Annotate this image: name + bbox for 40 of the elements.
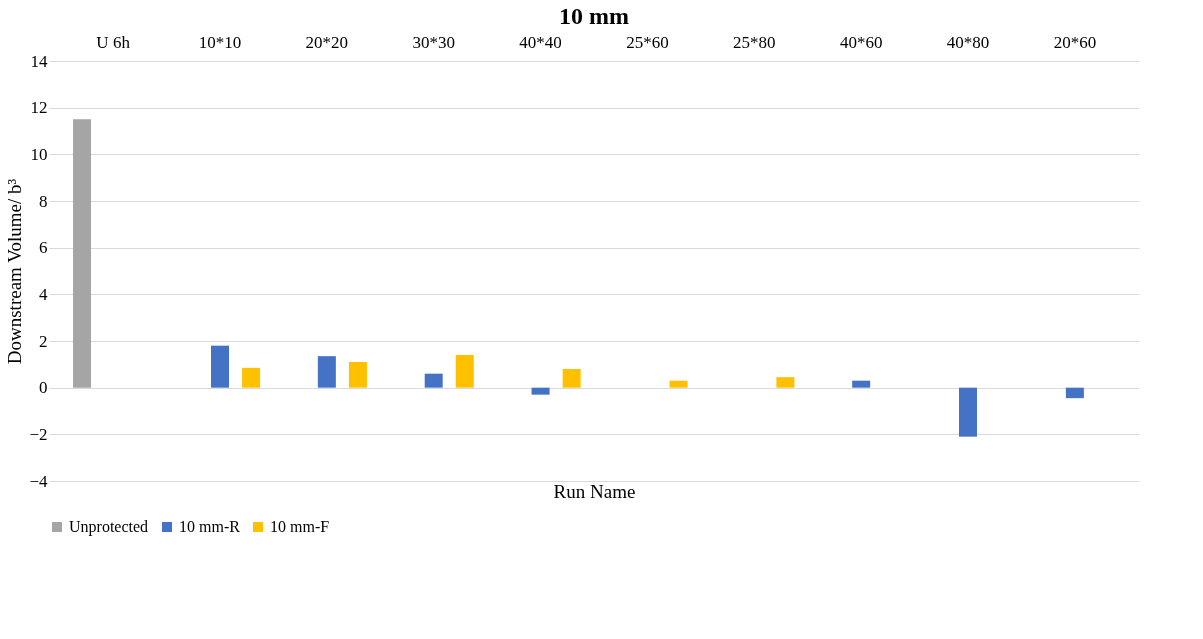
x-tick-label: 40*60 — [839, 32, 883, 52]
y-tick-label: 12 — [30, 98, 48, 118]
x-tick-label: 25*60 — [626, 32, 669, 52]
x-tick-label: 40*40 — [519, 32, 562, 52]
x-tick-label: 20*60 — [1053, 32, 1097, 52]
bar — [562, 369, 581, 388]
legend-label: Unprotected — [69, 518, 149, 536]
bar — [242, 367, 261, 388]
bar — [348, 362, 367, 388]
x-tick-label: 25*80 — [733, 32, 776, 52]
x-tick-label: 30*30 — [412, 32, 455, 52]
y-tick-label: −4 — [29, 471, 48, 491]
y-tick-label: 4 — [39, 284, 48, 304]
y-tick-label: 6 — [39, 238, 48, 258]
legend-label: 10 mm-F — [270, 518, 330, 535]
bar — [455, 355, 474, 388]
bar — [531, 387, 550, 395]
legend-label: 10 mm-R — [179, 518, 241, 535]
y-axis-title: Downstream Volume/ b³ — [4, 178, 26, 365]
x-axis-title: Run Name — [553, 480, 636, 502]
bar — [852, 380, 871, 388]
x-tick-label: 10*10 — [198, 32, 242, 52]
bar — [424, 373, 443, 388]
bar — [959, 387, 978, 437]
y-tick-label: 8 — [39, 191, 48, 211]
bar — [669, 380, 688, 388]
x-tick-label: 20*20 — [305, 32, 349, 52]
bar — [776, 377, 795, 388]
bar — [317, 356, 336, 388]
bar — [210, 345, 229, 388]
y-tick-label: 0 — [39, 378, 48, 398]
x-tick-label: U 6h — [96, 32, 131, 52]
y-tick-label: 2 — [39, 331, 48, 351]
y-tick-label: 14 — [30, 51, 48, 71]
bar — [1065, 387, 1084, 399]
chart-title: 10 mm — [559, 3, 629, 29]
x-tick-label: 40*80 — [946, 32, 990, 52]
bar — [73, 119, 92, 388]
y-tick-label: 10 — [30, 144, 48, 164]
y-tick-label: −2 — [29, 424, 48, 444]
